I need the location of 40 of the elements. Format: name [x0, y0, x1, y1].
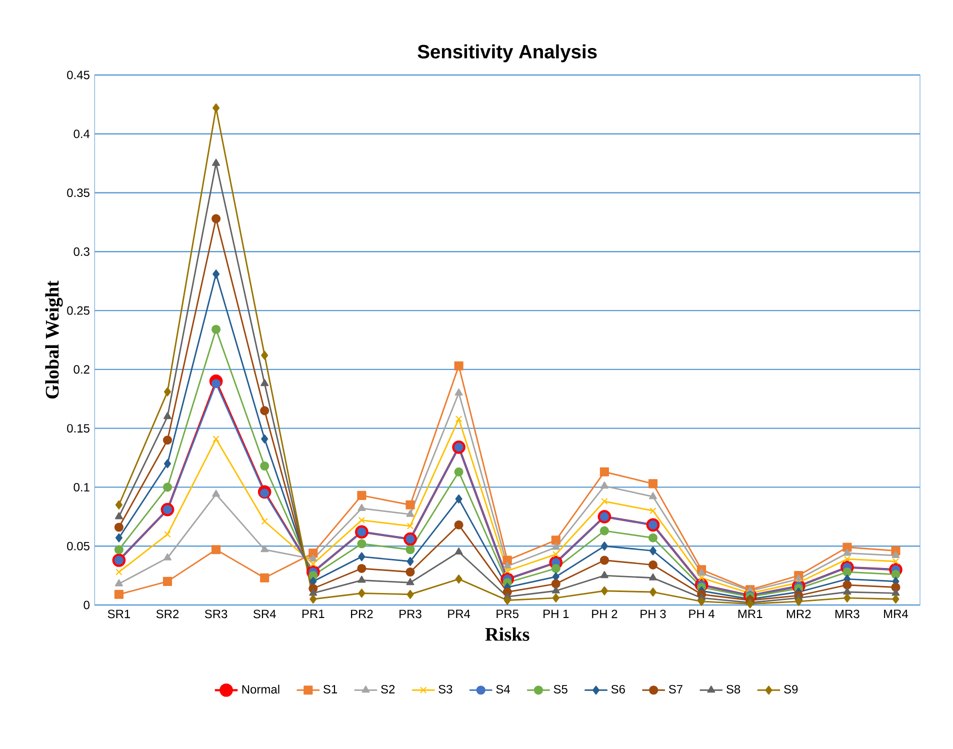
x-tick-label: MR1: [738, 610, 762, 618]
x-tick-label: PH 1: [544, 610, 569, 618]
legend-label: S7: [668, 684, 682, 694]
x-tick-label: MR4: [884, 610, 908, 618]
y-tick-label: 0.05: [67, 542, 90, 550]
y-tick-label: 0.4: [74, 130, 90, 138]
y-axis-title: Global Weight: [45, 280, 63, 399]
x-tick-label: SR1: [108, 610, 130, 618]
y-tick-label: 0.3: [74, 247, 90, 256]
legend-label: Normal: [242, 684, 280, 694]
y-tick-label: 0.45: [67, 70, 90, 80]
y-tick-label: 0.25: [67, 306, 90, 315]
x-tick-label: PR3: [400, 610, 422, 618]
legend-label: S5: [554, 684, 568, 694]
x-tick-label: MR2: [786, 610, 811, 618]
y-tick-label: 0.1: [74, 482, 90, 492]
x-tick-label: MR3: [835, 610, 860, 618]
legend-label: S6: [611, 684, 625, 694]
legend-label: S1: [323, 684, 338, 694]
x-tick-label: SR3: [204, 610, 228, 618]
legend-label: S2: [381, 684, 395, 694]
x-tick-label: PH 3: [640, 610, 666, 618]
x-tick-label: PR4: [448, 610, 470, 618]
x-tick-label: PH 2: [592, 610, 618, 618]
x-tick-label: PR1: [302, 610, 324, 618]
x-axis-title: Risks: [485, 627, 530, 641]
chart-title: Sensitivity Analysis: [418, 44, 597, 62]
y-tick-label: 0.35: [67, 188, 90, 198]
x-tick-label: SR2: [156, 610, 179, 618]
legend-label: S3: [438, 684, 452, 694]
y-tick-label: 0.2: [74, 365, 90, 374]
legend-label: S4: [496, 684, 510, 694]
y-tick-label: 0: [84, 600, 90, 610]
x-tick-label: PR5: [496, 610, 518, 618]
x-tick-label: SR4: [253, 610, 276, 618]
x-tick-label: PH 4: [689, 610, 714, 618]
legend-label: S9: [784, 684, 798, 694]
legend-label: S8: [726, 684, 740, 694]
x-tick-label: PR2: [351, 610, 373, 618]
y-tick-label: 0.15: [67, 424, 90, 433]
